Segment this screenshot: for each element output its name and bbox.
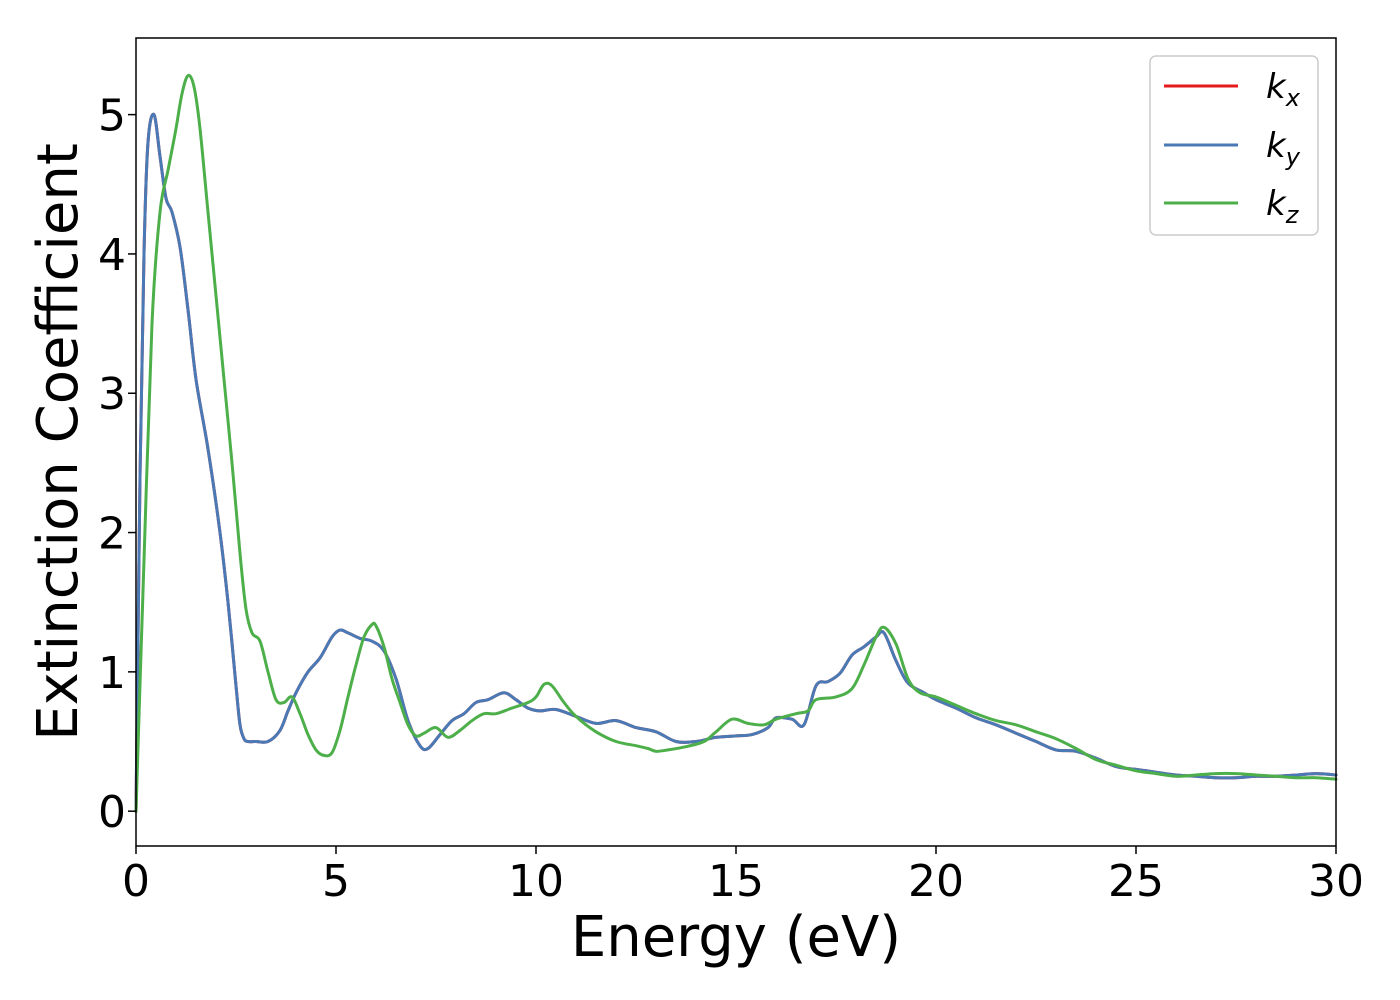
x-tick-label: 25	[1108, 856, 1164, 907]
y-axis-ticks: 0 1 2 3 4 5	[98, 91, 136, 838]
x-tick-label: 30	[1308, 856, 1364, 907]
series-line-ky	[134, 112, 1338, 813]
y-tick-label: 2	[98, 509, 126, 560]
y-tick-label: 1	[98, 648, 126, 699]
x-tick-label: 10	[508, 856, 564, 907]
y-tick-label: 3	[98, 369, 126, 420]
y-tick-label: 5	[98, 91, 126, 142]
x-tick-label: 0	[122, 856, 150, 907]
x-axis-ticks: 0 5 10 15 20 25 30	[122, 846, 1364, 907]
x-axis-label: Energy (eV)	[571, 905, 901, 970]
series-line-kz	[134, 73, 1338, 813]
y-axis-label: Extinction Coefficient	[26, 143, 91, 741]
y-tick-label: 4	[98, 230, 126, 281]
x-tick-label: 15	[708, 856, 764, 907]
x-tick-label: 5	[322, 856, 350, 907]
x-tick-label: 20	[908, 856, 964, 907]
series-layer	[134, 73, 1338, 813]
y-tick-label: 0	[98, 787, 126, 838]
